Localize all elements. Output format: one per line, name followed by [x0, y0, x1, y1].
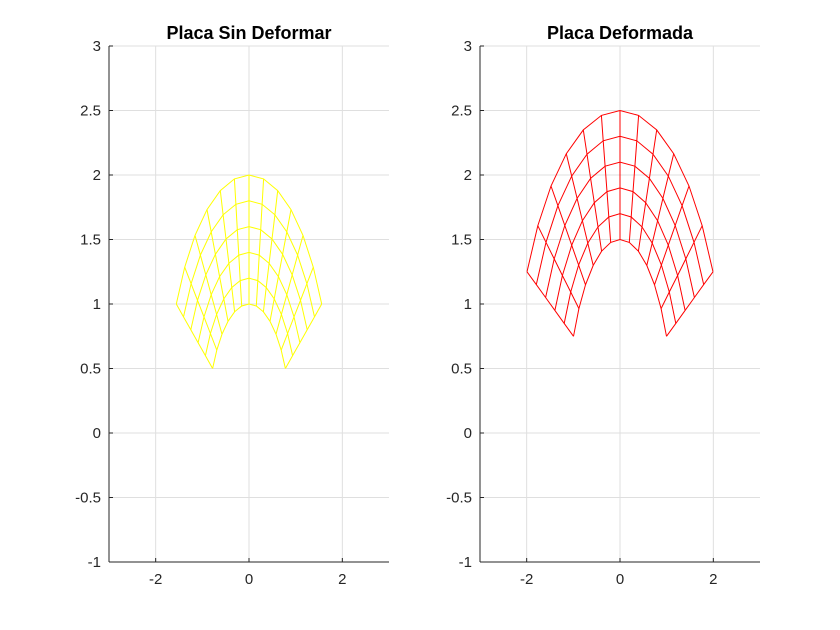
right-chart-title: Placa Deformada: [547, 23, 694, 43]
mesh-radial-line: [219, 190, 236, 312]
x-tick-label: 2: [709, 571, 717, 588]
left-axes: Placa Sin Deformar -2 0 2 -1 -0.5 0 0.5 1 1.5 2 2…: [75, 23, 389, 588]
y-tick-label: 2: [464, 167, 472, 184]
mesh-radial-line: [206, 209, 229, 322]
y-tick-label: 0.5: [80, 361, 101, 378]
mesh-radial-line: [637, 129, 658, 252]
mesh-radial-line: [284, 303, 323, 369]
mesh-radial-line: [600, 115, 612, 243]
y-tick-label: 1: [93, 296, 101, 313]
x-tick-label: -2: [520, 571, 533, 588]
left-chart-title: Placa Sin Deformar: [166, 23, 331, 43]
y-tick-label: 1: [464, 296, 472, 313]
mesh-radial-line: [269, 209, 292, 322]
x-tick-label: 0: [245, 571, 253, 588]
right-x-tick-labels: -2 0 2: [520, 571, 718, 588]
mesh-radial-line: [280, 267, 314, 351]
left-x-tick-labels: -2 0 2: [149, 571, 347, 588]
mesh-radial-line: [233, 178, 243, 307]
y-tick-label: 0.5: [451, 361, 472, 378]
mesh-radial-line: [262, 190, 279, 312]
mesh-radial-line: [582, 129, 603, 252]
mesh-radial-line: [194, 235, 223, 335]
y-tick-label: -1: [459, 554, 472, 571]
mesh-radial-line: [275, 235, 304, 335]
mesh-radial-line: [537, 225, 580, 309]
y-tick-label: 1.5: [80, 232, 101, 249]
left-y-tick-labels: -1 -0.5 0 0.5 1 1.5 2 2.5 3: [75, 38, 101, 571]
mesh-radial-line: [646, 153, 675, 266]
mesh-radial-line: [526, 271, 574, 337]
mesh-radial-line: [184, 267, 218, 351]
mesh-radial-line: [654, 185, 690, 285]
y-tick-label: 3: [93, 38, 101, 55]
mesh-radial-line: [666, 271, 714, 337]
mesh-radial-line: [255, 178, 265, 307]
right-axes: Placa Deformada -2 0 2 -1 -0.5 0 0.5 1 1.5 2 2.5 3: [446, 23, 760, 588]
right-y-tick-labels: -1 -0.5 0 0.5 1 1.5 2 2.5 3: [446, 38, 472, 571]
y-tick-label: -0.5: [446, 490, 472, 507]
mesh-radial-line: [550, 185, 586, 285]
mesh-radial-line: [175, 303, 214, 369]
mesh-radial-line: [565, 153, 594, 266]
left-mesh: [175, 174, 323, 369]
y-tick-label: 0: [93, 425, 101, 442]
y-tick-label: 3: [464, 38, 472, 55]
y-tick-label: -0.5: [75, 490, 101, 507]
mesh-radial-line: [628, 115, 640, 243]
y-tick-label: -1: [88, 554, 101, 571]
x-tick-label: -2: [149, 571, 162, 588]
y-tick-label: 1.5: [451, 232, 472, 249]
y-tick-label: 2.5: [451, 103, 472, 120]
right-mesh: [526, 109, 714, 337]
y-tick-label: 0: [464, 425, 472, 442]
mesh-radial-line: [660, 225, 703, 309]
y-tick-label: 2: [93, 167, 101, 184]
x-tick-label: 2: [338, 571, 346, 588]
right-axis-frame: [479, 45, 760, 563]
left-axis-frame: [108, 45, 389, 563]
y-tick-label: 2.5: [80, 103, 101, 120]
x-tick-label: 0: [616, 571, 624, 588]
